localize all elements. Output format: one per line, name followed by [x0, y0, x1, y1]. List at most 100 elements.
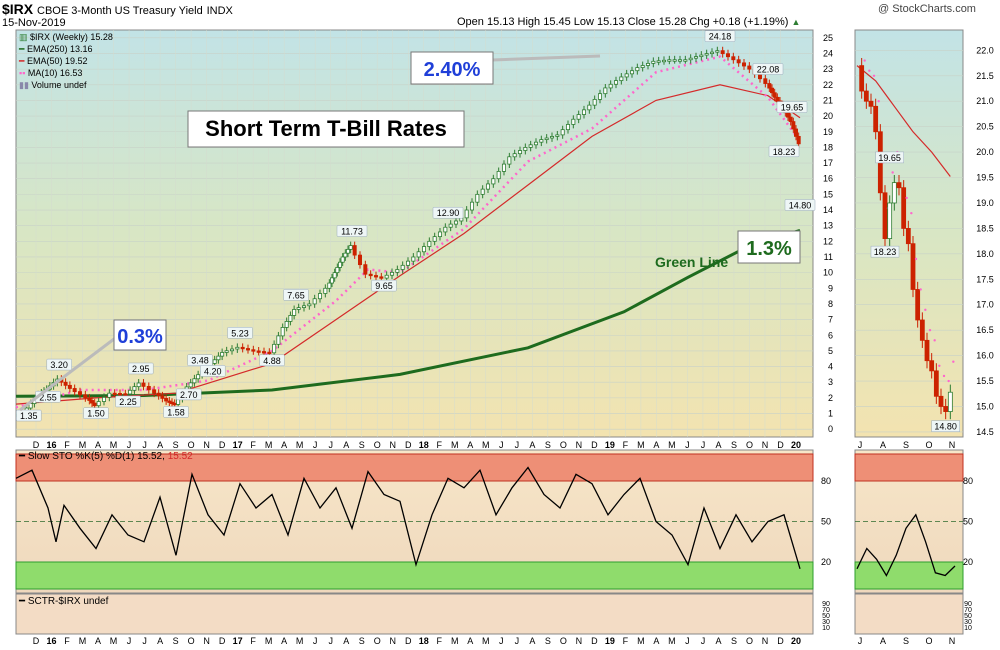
- sctr-x-tick: 18: [419, 636, 429, 646]
- sctr-x-tick: F: [437, 636, 443, 646]
- price-bar: [534, 141, 539, 146]
- legend-ma10-swatch: ▪▪: [19, 68, 26, 78]
- zoom-ma-dot: [891, 171, 894, 174]
- price-bar: [464, 209, 469, 219]
- main-x-tick: D: [777, 440, 784, 450]
- price-label-box: [200, 365, 226, 377]
- zoom-price-bar: [933, 370, 939, 397]
- zoom-y-tick: 19.5: [976, 173, 994, 183]
- main-x-tick: F: [64, 440, 70, 450]
- price-label: 3.48: [191, 356, 209, 366]
- main-x-tick: 16: [47, 440, 57, 450]
- symbol-name: CBOE 3-Month US Treasury Yield: [37, 5, 203, 17]
- price-bar: [337, 261, 342, 268]
- price-label-box: [259, 354, 285, 367]
- price-bar: [301, 305, 306, 308]
- price-bar: [528, 144, 533, 148]
- zoom-price-bar: [929, 360, 935, 372]
- price-bar: [123, 393, 128, 396]
- sctr-x-tick: N: [576, 636, 583, 646]
- price-bar: [78, 391, 83, 396]
- exchange: INDX: [206, 5, 233, 17]
- price-bar: [576, 114, 581, 120]
- zoom-price-bar: [901, 187, 907, 229]
- main-x-tick: A: [653, 440, 659, 450]
- main-x-tick: M: [79, 440, 87, 450]
- main-x-tick: N: [203, 440, 210, 450]
- sctr-x-tick: A: [157, 636, 163, 646]
- price-bar: [694, 56, 699, 59]
- price-bar: [373, 275, 378, 278]
- price-label: 22.08: [757, 65, 780, 75]
- sctr-zoom-y-tick: 70: [964, 607, 972, 614]
- legend-ema250-swatch: ━: [19, 44, 25, 54]
- sctr-x-tick: A: [653, 636, 659, 646]
- legend-ma10-text: MA(10) 16.53: [27, 68, 83, 78]
- price-bar: [688, 57, 693, 61]
- legend-ema250: ━ EMA(250) 13.16: [19, 43, 113, 55]
- sto-value: 15.52: [167, 451, 193, 462]
- price-bar: [332, 272, 337, 279]
- main-x-tick: S: [173, 440, 179, 450]
- price-bar: [240, 346, 245, 350]
- callout-now-box: [737, 230, 801, 264]
- sctr-x-tick: M: [79, 636, 87, 646]
- main-x-tick: 17: [233, 440, 243, 450]
- price-label-box: [776, 101, 808, 113]
- sctr-x-tick: S: [173, 636, 179, 646]
- main-x-tick: S: [731, 440, 737, 450]
- price-bar: [651, 60, 656, 64]
- price-bar: [312, 298, 317, 305]
- zoom-ma-dot: [919, 288, 922, 291]
- zoom-ma-dot: [924, 308, 927, 312]
- price-bar: [156, 392, 161, 397]
- main-x-tick: D: [405, 440, 412, 450]
- price-bar: [107, 392, 112, 398]
- price-bar: [327, 282, 332, 289]
- sctr-y-tick: 50: [822, 613, 830, 620]
- price-bar: [280, 327, 285, 337]
- price-bar: [770, 87, 775, 94]
- price-bar: [667, 59, 672, 62]
- callout-low: 0.3%: [117, 326, 163, 348]
- price-bar: [640, 65, 645, 68]
- zoom-ma-dot: [914, 257, 918, 261]
- main-x-tick: D: [219, 440, 226, 450]
- zoom-ma-dot: [952, 360, 955, 363]
- main-x-tick: M: [668, 440, 676, 450]
- sctr-x-tick: J: [313, 636, 318, 646]
- price-bar: [317, 293, 322, 300]
- callout-high: 2.40%: [424, 59, 481, 81]
- price-bar: [582, 109, 587, 115]
- price-bar: [469, 201, 474, 211]
- price-bar: [491, 178, 496, 185]
- sctr-x-tick: D: [405, 636, 412, 646]
- price-label: 14.80: [789, 200, 812, 210]
- sctr-x-tick: A: [715, 636, 721, 646]
- legend-ma10: ▪▪ MA(10) 16.53: [19, 67, 113, 79]
- price-bar: [448, 223, 453, 228]
- sctr-x-tick: J: [499, 636, 504, 646]
- price-bar: [496, 171, 501, 180]
- sto-band: [15, 453, 814, 482]
- price-bar: [363, 264, 368, 275]
- price-label-box: [336, 225, 368, 237]
- sctr-x-tick: 16: [47, 636, 57, 646]
- sctr-label-text: SCTR-$IRX undef: [27, 596, 109, 607]
- price-bar: [704, 53, 709, 56]
- price-bar: [141, 382, 146, 387]
- price-bar: [630, 70, 635, 75]
- sctr-zoom-panel: [854, 593, 964, 635]
- main-y-tick: 13: [823, 221, 833, 231]
- price-label: 7.65: [287, 290, 305, 300]
- price-bar: [296, 307, 301, 310]
- zoom-price-bar: [896, 182, 902, 189]
- zoom-price-bar: [915, 289, 921, 321]
- main-y-tick: 14: [823, 205, 833, 215]
- price-bar: [656, 60, 661, 63]
- main-x-tick: O: [374, 440, 381, 450]
- sctr-x-tick: O: [188, 636, 195, 646]
- zoom-ma-dot: [942, 374, 946, 378]
- price-bar: [775, 96, 780, 102]
- legend-main: ▥ $IRX (Weekly) 15.28: [19, 31, 113, 43]
